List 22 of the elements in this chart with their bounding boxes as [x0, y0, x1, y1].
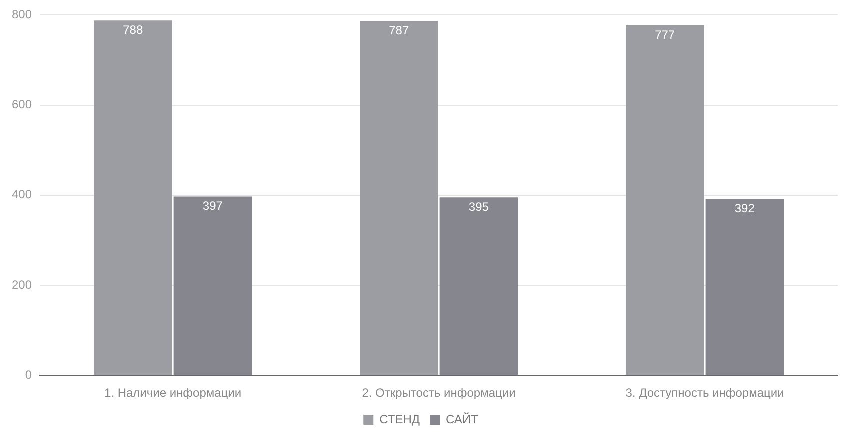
x-tick-label: 1. Наличие информации [104, 386, 242, 400]
bar [706, 199, 784, 376]
x-tick-label: 2. Открытость информации [362, 386, 516, 400]
y-tick-label: 0 [25, 368, 32, 382]
bar [440, 198, 518, 376]
bar [94, 20, 172, 376]
data-label: 397 [202, 199, 224, 214]
data-label: 392 [734, 201, 756, 216]
data-label: 395 [468, 200, 490, 214]
bar [626, 26, 704, 376]
bar [360, 21, 438, 376]
data-label: 787 [389, 23, 410, 38]
y-tick-label: 600 [12, 98, 32, 112]
legend-label: СТЕНД [380, 412, 420, 426]
bar [174, 196, 252, 376]
y-tick-label: 200 [12, 278, 32, 292]
data-label: 788 [123, 22, 144, 37]
data-label: 777 [655, 28, 676, 42]
y-tick-label: 400 [12, 188, 32, 202]
x-tick-label: 3. Доступность информации [626, 386, 784, 400]
legend-label: САЙТ [446, 412, 480, 426]
y-tick-label: 800 [12, 8, 32, 22]
